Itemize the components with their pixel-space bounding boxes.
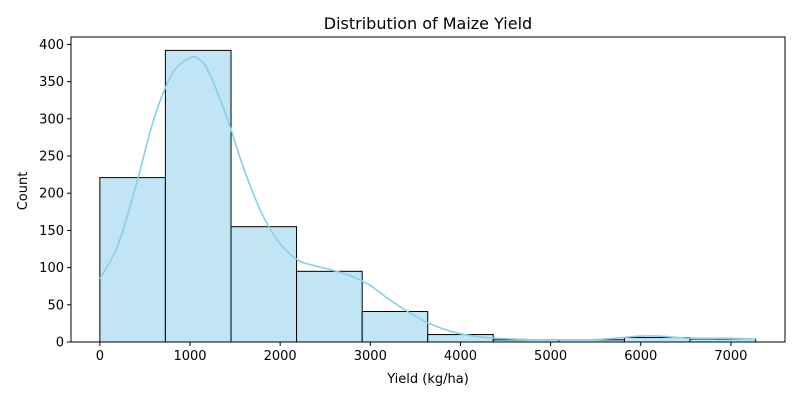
plot-frame: [70, 36, 786, 343]
histogram-bar: [99, 177, 166, 343]
histogram-bar: [361, 311, 429, 343]
y-tick-label: 300: [39, 112, 64, 127]
histogram-bar: [427, 334, 494, 343]
y-axis-ticks: 0 50 100 150 200 250 300 350 400: [39, 38, 71, 351]
x-axis-ticks: 0 1000 2000 3000 4000 5000 6000 7000: [96, 342, 747, 364]
x-tick-label: 3000: [354, 349, 387, 364]
y-tick-label: 100: [39, 261, 64, 276]
y-tick-label: 350: [39, 75, 64, 90]
bars-group: [99, 49, 757, 343]
y-axis-label: Count: [16, 172, 31, 211]
histogram-bar: [296, 270, 363, 343]
chart-title: Distribution of Maize Yield: [324, 14, 532, 33]
y-tick-label: 250: [39, 150, 64, 165]
x-tick-label: 5000: [534, 349, 567, 364]
x-tick-label: 4000: [444, 349, 477, 364]
x-axis-label: Yield (kg/ha): [386, 372, 469, 387]
y-tick-label: 200: [39, 187, 64, 202]
x-tick-label: 7000: [714, 349, 747, 364]
kde-curve: [99, 55, 756, 341]
y-tick-label: 150: [39, 224, 64, 239]
y-tick-label: 0: [56, 336, 64, 351]
histogram-bar: [164, 49, 232, 343]
x-tick-label: 1000: [173, 349, 206, 364]
histogram-bar: [230, 226, 298, 343]
y-tick-label: 50: [47, 298, 64, 313]
x-tick-label: 6000: [624, 349, 657, 364]
x-tick-label: 0: [96, 349, 104, 364]
x-tick-label: 2000: [264, 349, 297, 364]
y-tick-label: 400: [39, 38, 64, 53]
